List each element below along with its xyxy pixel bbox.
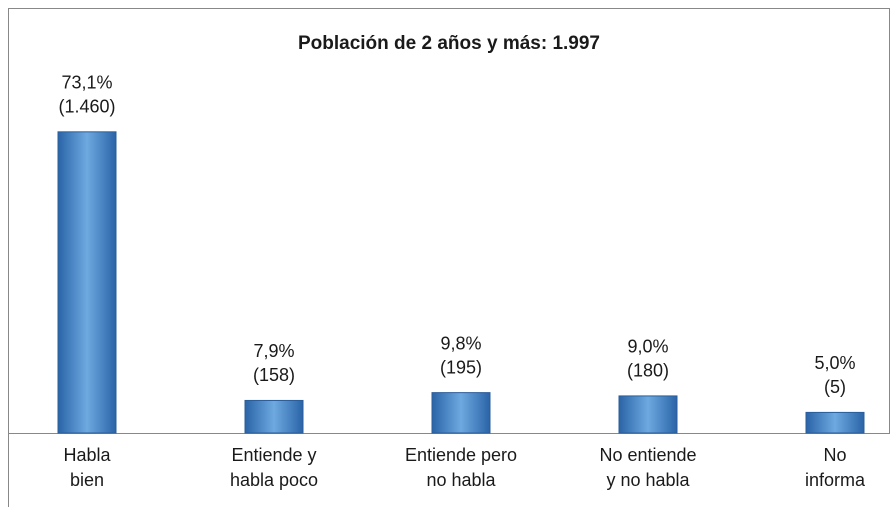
data-label: 5,0%: [814, 353, 855, 373]
count-label: (158): [253, 365, 295, 385]
bar: [57, 131, 117, 434]
bar: [244, 399, 304, 434]
x-tick-label: No informa: [805, 445, 866, 490]
data-label: 7,9%: [253, 341, 294, 361]
bar: [618, 395, 678, 434]
x-tick-label: Entiende pero no habla: [405, 445, 517, 490]
count-label: (1.460): [58, 97, 115, 117]
count-label: (180): [627, 361, 669, 381]
count-label: (195): [440, 357, 482, 377]
data-label: 73,1%: [61, 73, 112, 93]
chart-title: Población de 2 años y más: 1.997: [298, 33, 600, 54]
x-tick-label: No entiende y no habla: [599, 445, 696, 490]
bar: [805, 411, 865, 434]
x-tick-label: Entiende y habla poco: [230, 445, 318, 490]
count-label: (5): [824, 377, 846, 397]
frame: [8, 8, 890, 507]
bar: [431, 392, 491, 434]
data-label: 9,0%: [627, 337, 668, 357]
data-label: 9,8%: [440, 333, 481, 353]
x-tick-label: Habla bien: [63, 445, 111, 490]
